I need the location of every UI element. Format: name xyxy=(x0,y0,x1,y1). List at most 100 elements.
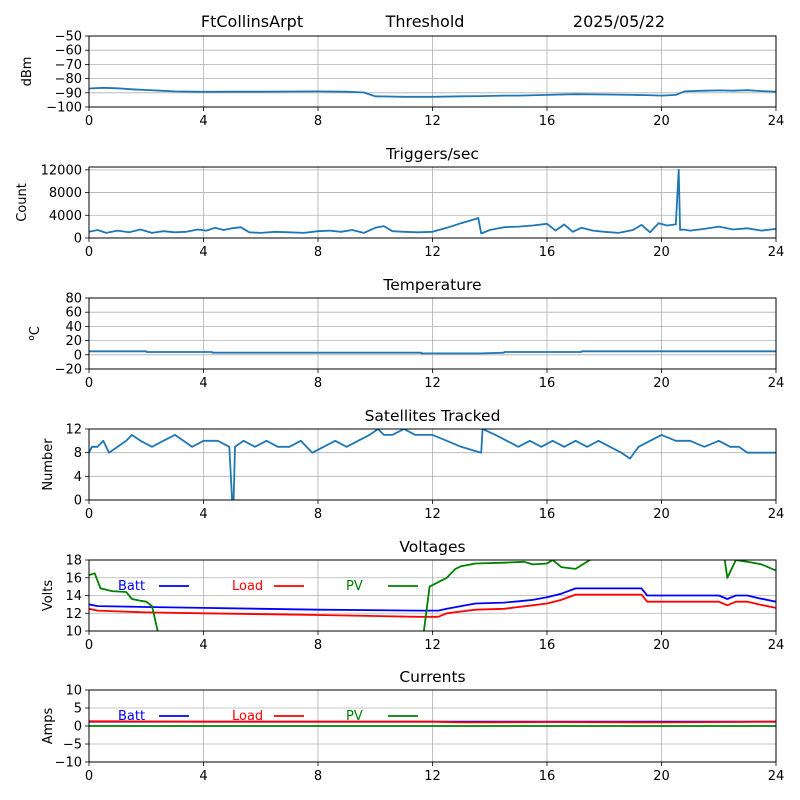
legend-label-pv: PV xyxy=(346,709,363,724)
y-tick-label: 0 xyxy=(74,494,82,509)
y-tick-label: 12 xyxy=(65,607,82,622)
y-tick-label: 20 xyxy=(65,334,82,349)
chart-panel-3: 0 4 8 12 16 20 24 0 4 8 12 Satellites Tracked Number xyxy=(41,407,784,522)
y-tick-label: 40 xyxy=(65,320,82,335)
chart-title: Temperature xyxy=(382,276,481,294)
y-axis-label: Number xyxy=(41,438,56,491)
x-tick-label: 0 xyxy=(85,507,93,522)
y-tick-label: 0 xyxy=(74,232,82,247)
chart-title: Satellites Tracked xyxy=(365,407,501,425)
chart-panel-5: 0 4 8 12 16 20 24 −10 −5 0 5 10 Currents Amps Batt Load… xyxy=(41,668,784,784)
x-tick-label: 12 xyxy=(424,507,441,522)
x-tick-label: 0 xyxy=(85,638,93,653)
chart-title: Currents xyxy=(399,668,465,686)
x-tick-label: 4 xyxy=(199,245,207,260)
y-tick-label: 0 xyxy=(74,720,82,735)
y-axis-label: Volts xyxy=(41,580,56,612)
y-tick-label: 5 xyxy=(74,702,82,717)
y-tick-label: −5 xyxy=(63,738,82,753)
x-tick-label: 4 xyxy=(199,376,207,391)
chart-title: Triggers/sec xyxy=(385,145,479,163)
series-line-pv xyxy=(89,560,776,631)
x-tick-label: 24 xyxy=(768,507,785,522)
y-tick-label: 14 xyxy=(65,589,82,604)
x-tick-label: 20 xyxy=(653,638,670,653)
series-line-batt xyxy=(89,587,776,612)
y-tick-label: 10 xyxy=(65,625,82,640)
x-tick-label: 0 xyxy=(85,114,93,129)
chart-panel-1: 0 4 8 12 16 20 24 0 4000 8000 12000 Triggers/sec Cou… xyxy=(15,145,784,260)
y-tick-label: −80 xyxy=(55,72,82,87)
x-tick-label: 4 xyxy=(199,114,207,129)
x-tick-label: 0 xyxy=(85,376,93,391)
chart-title: Voltages xyxy=(399,538,465,556)
y-tick-label: 8 xyxy=(74,446,82,461)
threshold-label: Threshold xyxy=(385,12,465,31)
x-tick-label: 24 xyxy=(768,769,785,784)
y-axis-label: dBm xyxy=(20,57,35,87)
x-tick-label: 8 xyxy=(314,114,322,129)
series-line-main xyxy=(89,168,776,235)
x-tick-label: 12 xyxy=(424,245,441,260)
x-tick-label: 4 xyxy=(199,769,207,784)
chart-panel-4: 0 4 8 12 16 20 24 10 12 14 16 18 Voltages Volts Batt Lo… xyxy=(41,538,785,653)
legend-label-load: Load xyxy=(232,709,263,724)
legend-label-batt: Batt xyxy=(118,579,145,594)
y-tick-label: 16 xyxy=(65,571,82,586)
x-tick-label: 12 xyxy=(424,114,441,129)
series-line-main xyxy=(89,350,776,355)
y-axis-label: Amps xyxy=(41,707,56,744)
x-tick-label: 16 xyxy=(539,114,556,129)
x-tick-label: 0 xyxy=(85,769,93,784)
y-tick-label: 4000 xyxy=(49,209,82,224)
x-tick-label: 0 xyxy=(85,245,93,260)
x-tick-label: 20 xyxy=(653,114,670,129)
x-tick-label: 20 xyxy=(653,769,670,784)
y-axis-label: Count xyxy=(15,183,30,222)
x-tick-label: 16 xyxy=(539,245,556,260)
y-tick-label: 4 xyxy=(74,470,82,485)
x-tick-label: 12 xyxy=(424,769,441,784)
y-axis-label: oC xyxy=(27,326,43,341)
chart-panel-0: 0 4 8 12 16 20 24 −100−90−80−70−60−50 dBm xyxy=(20,30,784,130)
x-tick-label: 8 xyxy=(314,507,322,522)
y-tick-label: 12 xyxy=(65,423,82,438)
x-tick-label: 24 xyxy=(768,114,785,129)
legend-label-pv: PV xyxy=(346,579,363,594)
x-tick-label: 16 xyxy=(539,507,556,522)
y-tick-label: 0 xyxy=(74,348,82,363)
y-tick-label: 12000 xyxy=(41,163,82,178)
y-tick-label: 18 xyxy=(65,554,82,569)
date-label: 2025/05/22 xyxy=(573,12,665,31)
y-tick-label: −50 xyxy=(55,30,82,45)
x-tick-label: 20 xyxy=(653,245,670,260)
degree-sign: o xyxy=(27,335,37,341)
x-tick-label: 16 xyxy=(539,376,556,391)
x-tick-label: 4 xyxy=(199,507,207,522)
x-tick-label: 20 xyxy=(653,507,670,522)
y-tick-label: 60 xyxy=(65,306,82,321)
x-tick-label: 8 xyxy=(314,376,322,391)
y-tick-label: −100 xyxy=(46,101,82,116)
x-tick-label: 16 xyxy=(539,638,556,653)
y-tick-label: −90 xyxy=(55,86,82,101)
x-tick-label: 12 xyxy=(424,638,441,653)
series-line-load xyxy=(89,593,776,618)
x-tick-label: 24 xyxy=(768,638,785,653)
y-tick-label: −20 xyxy=(55,363,82,378)
legend-label-batt: Batt xyxy=(118,709,145,724)
y-tick-label: −10 xyxy=(55,756,82,771)
celsius-letter: C xyxy=(28,326,43,335)
y-tick-label: −60 xyxy=(55,44,82,59)
series-line-main xyxy=(89,429,776,500)
y-tick-label: −70 xyxy=(55,58,82,73)
series-line-main xyxy=(89,86,776,98)
y-tick-label: 10 xyxy=(65,684,82,699)
x-tick-label: 24 xyxy=(768,245,785,260)
x-tick-label: 8 xyxy=(314,638,322,653)
y-tick-label: 8000 xyxy=(49,186,82,201)
